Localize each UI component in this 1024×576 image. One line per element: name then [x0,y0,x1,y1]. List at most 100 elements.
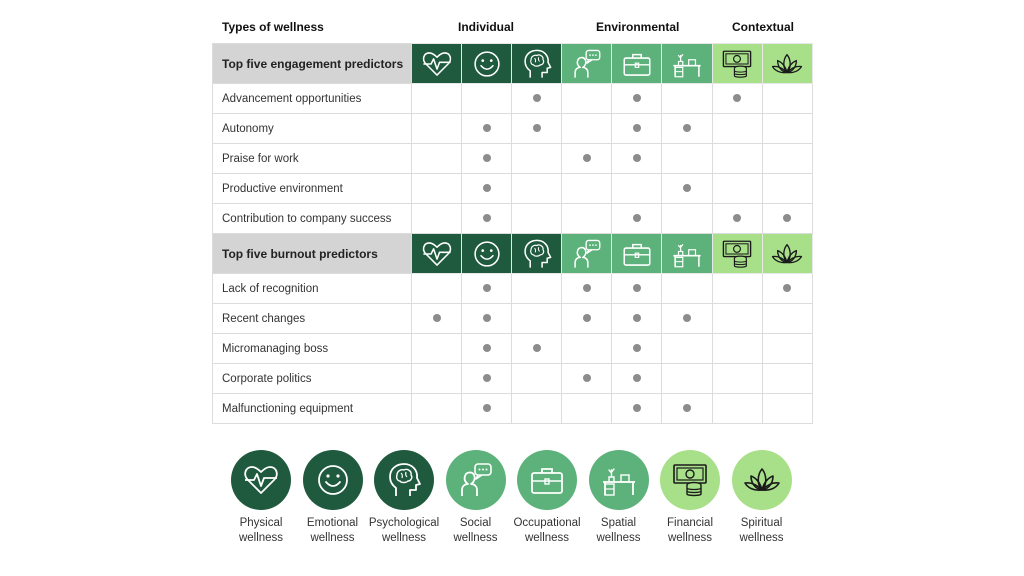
matrix-cell [410,143,463,174]
legend-item: Financial wellness [645,450,735,546]
matrix-cell [661,173,713,204]
money-coins-icon [722,50,752,78]
legend-label: Social wellness [431,516,521,546]
matrix-cell [761,203,813,234]
legend-item: Spiritual wellness [717,450,807,546]
group-contextual: Contextual [732,20,795,34]
briefcase-icon [623,53,651,76]
legend-label: Physical wellness [216,516,306,546]
money-coins-icon [722,240,752,268]
table-row: Contribution to company success [212,203,813,234]
mark-dot [482,374,491,383]
legend-circle [231,450,291,510]
lotus-icon [772,243,803,263]
predictor-label: Micromanaging boss [212,333,412,364]
predictor-label: Lack of recognition [212,273,412,304]
section-icon-cell [761,43,813,84]
section-icon-cell [611,233,663,274]
mark-dot [432,314,441,323]
legend-label-line2: wellness [596,532,641,544]
matrix-cell [461,203,513,234]
legend-label: Occupational wellness [502,516,592,546]
legend-label-line1: Financial [666,517,714,529]
predictor-label: Malfunctioning equipment [212,393,412,424]
predictor-label: Productive environment [212,173,412,204]
matrix-cell [661,363,713,394]
mark-dot [683,124,692,133]
matrix-cell [410,83,463,114]
matrix-cell [761,113,813,144]
mark-dot [683,404,692,413]
legend-circle [731,450,792,510]
mark-dot [632,124,641,133]
brain-head-icon [524,49,552,78]
smiley-icon [317,465,348,495]
predictor-label: Praise for work [212,143,412,174]
mark-dot [482,404,491,413]
matrix-cell [611,273,663,304]
mark-dot [783,284,792,293]
mark-dot [482,314,491,323]
matrix-cell [461,333,513,364]
matrix-cell [561,203,613,234]
legend-label-line2: wellness [381,532,427,544]
section-title: Top five engagement predictors [212,43,412,84]
mark-dot [632,314,641,323]
legend-circle [660,450,720,510]
matrix-cell [661,333,713,364]
legend-label-line1: Physical [239,517,283,529]
matrix-cell [611,363,663,394]
matrix-cell [761,173,813,204]
section-icon-cell [410,43,463,84]
legend-label: Emotional wellness [288,516,378,546]
matrix-cell [410,393,463,424]
section-icon-cell [561,233,613,274]
matrix-cell [661,303,713,334]
predictor-label: Advancement opportunities [212,83,412,114]
mark-dot [582,284,591,293]
person-speech-icon [574,49,601,78]
group-environmental: Environmental [596,20,680,34]
mark-dot [683,184,692,193]
matrix-cell [661,203,713,234]
matrix-cell [761,333,813,364]
mark-dot [532,94,541,103]
matrix-cell [461,303,513,334]
matrix-cell [511,363,563,394]
matrix-cell [611,143,663,174]
matrix-cell [561,113,613,144]
matrix-cell [511,273,563,304]
section-icon-cell [461,233,513,274]
matrix-cell [711,363,763,394]
legend-item: Emotional wellness [288,450,378,546]
matrix-cell [711,83,763,114]
matrix-cell [611,203,663,234]
matrix-cell [761,303,813,334]
mark-dot [632,374,641,383]
table-row: Advancement opportunities [212,83,813,114]
heartbeat-icon [422,241,451,266]
matrix-cell [511,333,563,364]
legend-circle [445,450,506,510]
section-icon-cell [511,233,563,274]
matrix-cell [711,333,763,364]
matrix-cell [611,173,663,204]
matrix-cell [711,143,763,174]
mark-dot [582,154,591,163]
legend-item: Spatial wellness [574,450,664,546]
group-individual: Individual [458,20,515,34]
matrix-cell [511,303,563,334]
smiley-icon [473,50,500,77]
matrix-cell [611,83,663,114]
matrix-cell [711,273,763,304]
legend-label: Spiritual wellness [717,516,807,546]
legend-label: Psychological wellness [359,516,449,546]
matrix-cell [611,333,663,364]
desk-plant-icon [602,468,635,496]
legend-label-line2: wellness [739,532,784,544]
wellness-predictor-table: Top five engagement predictors Advancemen… [212,43,813,424]
matrix-cell [711,303,763,334]
matrix-cell [511,143,563,174]
section-icon-cell [761,233,813,274]
mark-dot [733,214,742,223]
